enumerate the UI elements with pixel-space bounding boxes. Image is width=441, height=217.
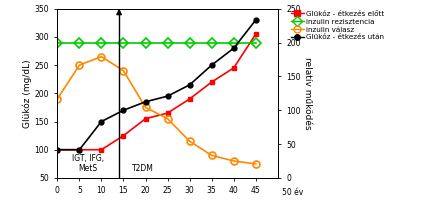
inzulin rezisztencia <box>55 41 60 44</box>
Y-axis label: relatív működés: relatív működés <box>303 57 312 130</box>
inzulin válasz <box>99 55 104 58</box>
Glükóz - étkezés előtt <box>143 117 148 120</box>
Glükóz - étkezés után <box>77 148 82 151</box>
Glükóz - étkezés előtt <box>209 81 214 83</box>
inzulin válasz <box>55 98 60 100</box>
Line: inzulin rezisztencia: inzulin rezisztencia <box>54 39 259 46</box>
inzulin válasz <box>77 64 82 66</box>
inzulin rezisztencia <box>99 41 104 44</box>
inzulin rezisztencia <box>143 41 148 44</box>
inzulin válasz <box>165 117 170 120</box>
Glükóz - étkezés előtt <box>165 112 170 114</box>
Y-axis label: Glükóz (mg/dL): Glükóz (mg/dL) <box>22 59 32 128</box>
Glükóz - étkezés előtt <box>253 33 258 35</box>
Text: IGT, IFG,
MetS: IGT, IFG, MetS <box>72 154 104 173</box>
Glükóz - étkezés után <box>165 95 170 97</box>
inzulin rezisztencia <box>253 41 258 44</box>
inzulin válasz <box>143 106 148 109</box>
inzulin válasz <box>209 154 214 157</box>
inzulin válasz <box>253 163 258 165</box>
Glükóz - étkezés után <box>187 84 192 86</box>
Text: T2DM: T2DM <box>132 164 154 173</box>
Glükóz - étkezés után <box>143 100 148 103</box>
inzulin rezisztencia <box>231 41 236 44</box>
inzulin válasz <box>121 69 126 72</box>
Legend: Glükóz - étkezés előtt, inzulin rezisztencia, inzulin válasz, Glükóz - étkezés u: Glükóz - étkezés előtt, inzulin reziszte… <box>288 8 387 43</box>
Line: Glükóz - étkezés előtt: Glükóz - étkezés előtt <box>55 32 258 152</box>
inzulin rezisztencia <box>77 41 82 44</box>
Glükóz - étkezés után <box>209 64 214 66</box>
inzulin rezisztencia <box>209 41 214 44</box>
Glükóz - étkezés után <box>121 109 126 112</box>
inzulin rezisztencia <box>187 41 192 44</box>
Glükóz - étkezés után <box>99 120 104 123</box>
Glükóz - étkezés előtt <box>55 148 60 151</box>
inzulin rezisztencia <box>165 41 170 44</box>
Line: inzulin válasz: inzulin válasz <box>54 53 259 167</box>
Text: 50 év: 50 év <box>282 188 303 197</box>
Glükóz - étkezés előtt <box>187 98 192 100</box>
Glükóz - étkezés után <box>55 148 60 151</box>
Glükóz - étkezés előtt <box>231 67 236 69</box>
Line: Glükóz - étkezés után: Glükóz - étkezés után <box>55 18 258 152</box>
Glükóz - étkezés után <box>231 47 236 49</box>
inzulin válasz <box>187 140 192 143</box>
Glükóz - étkezés előtt <box>99 148 104 151</box>
Glükóz - étkezés után <box>253 19 258 21</box>
inzulin válasz <box>231 160 236 162</box>
inzulin rezisztencia <box>121 41 126 44</box>
Glükóz - étkezés előtt <box>121 134 126 137</box>
Glükóz - étkezés előtt <box>77 148 82 151</box>
